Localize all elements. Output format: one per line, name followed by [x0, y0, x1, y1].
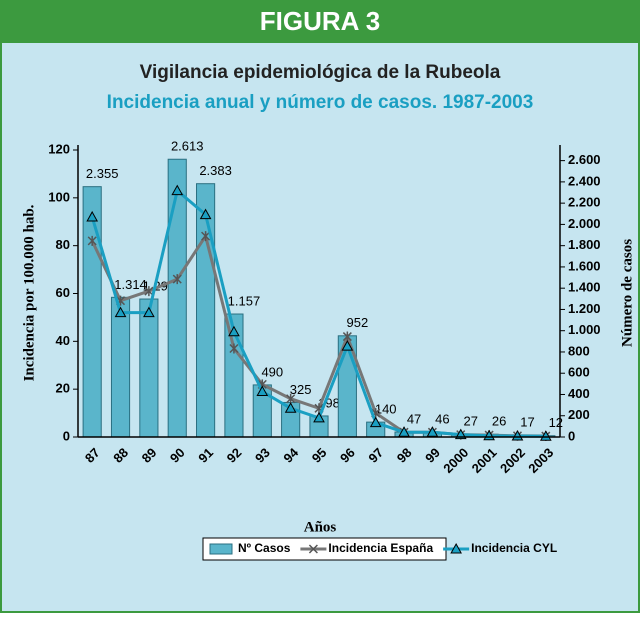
y2-tick-label: 400 [568, 386, 590, 401]
legend-label: Nº Casos [238, 541, 291, 555]
marker [369, 416, 382, 428]
data-label: 2.383 [199, 163, 232, 178]
data-label: 46 [435, 412, 449, 427]
data-label: 2.355 [86, 166, 119, 181]
y2-tick-label: 600 [568, 365, 590, 380]
y2-tick-label: 1.400 [568, 280, 601, 295]
marker [426, 426, 439, 437]
bar [167, 158, 187, 438]
chart-subtitle: Incidencia anual y número de casos. 1987… [107, 92, 534, 113]
legend-label: Incidencia CYL [471, 541, 557, 555]
marker [171, 184, 184, 196]
x-axis-label: Años [304, 519, 337, 535]
bar [82, 186, 102, 438]
marker [229, 343, 239, 354]
marker [114, 306, 127, 318]
data-label: 26 [492, 414, 506, 429]
marker [341, 340, 354, 351]
y-tick-label: 0 [63, 428, 70, 443]
marker [284, 402, 297, 413]
marker [256, 385, 269, 397]
y-axis-label: Incidencia por 100.000 hab. [21, 204, 37, 381]
y-tick-label: 120 [48, 141, 70, 156]
data-label: 952 [347, 315, 369, 330]
y2-tick-label: 200 [568, 407, 590, 422]
data-label: 17 [520, 415, 534, 430]
data-label: 47 [407, 411, 421, 426]
marker [313, 411, 325, 423]
y2-tick-label: 2.400 [568, 173, 601, 188]
marker [511, 430, 524, 441]
y2-tick-label: 1.600 [568, 258, 601, 273]
y2-tick-label: 1.200 [568, 301, 601, 316]
y2-tick-label: 2.000 [568, 216, 601, 231]
bar [110, 296, 131, 438]
marker [201, 231, 211, 242]
marker [86, 210, 99, 222]
y2-tick-label: 0 [568, 428, 575, 443]
legend-marker [450, 542, 462, 554]
marker [286, 393, 296, 404]
marker [143, 306, 155, 318]
data-label: 1.314 [114, 277, 147, 292]
y-tick-label: 60 [56, 285, 70, 300]
marker [172, 274, 182, 285]
bar [196, 183, 216, 438]
y2-tick-label: 800 [568, 343, 590, 358]
data-label: 1.157 [228, 293, 261, 308]
header: FIGURA 3 [260, 6, 380, 36]
legend-marker [308, 544, 318, 554]
y-tick-label: 20 [56, 381, 70, 396]
marker [199, 208, 212, 220]
marker [342, 331, 352, 342]
y-tick-label: 80 [56, 237, 70, 252]
data-label: 27 [464, 414, 478, 429]
chart-title: Vigilancia epidemiológica de la Rubeola [140, 62, 501, 83]
data-label: 325 [290, 382, 312, 397]
y2-tick-label: 2.200 [568, 195, 601, 210]
marker [144, 286, 154, 297]
data-label: 140 [375, 402, 397, 417]
legend-swatch [209, 543, 233, 555]
data-label: 12 [549, 415, 563, 430]
marker [539, 430, 552, 441]
y-tick-label: 100 [48, 189, 70, 204]
y2-tick-label: 2.600 [568, 152, 601, 167]
marker [398, 426, 410, 437]
y-tick-label: 40 [56, 333, 70, 348]
y2-axis-label: Número de casos [619, 239, 635, 347]
data-label: 2.613 [171, 139, 204, 154]
data-label: 490 [261, 364, 283, 379]
marker [228, 325, 240, 337]
marker [87, 235, 97, 246]
bar [139, 298, 159, 438]
y2-tick-label: 1.000 [568, 322, 601, 337]
header-bar [1, 1, 639, 43]
y2-tick-label: 1.800 [568, 237, 601, 252]
legend-label: Incidencia España [328, 541, 433, 555]
